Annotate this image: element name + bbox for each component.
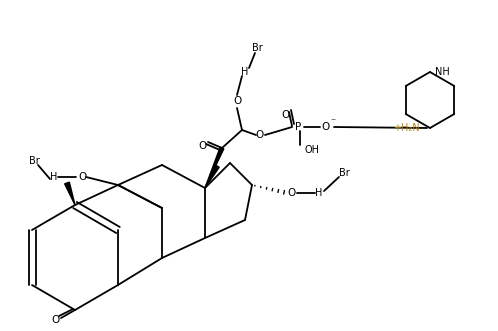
Text: O: O [288, 188, 296, 198]
Polygon shape [205, 165, 219, 188]
Text: O: O [233, 96, 241, 106]
Text: ⁻: ⁻ [331, 117, 336, 127]
Text: P: P [295, 122, 301, 132]
Text: O: O [198, 141, 206, 151]
Polygon shape [65, 182, 75, 205]
Text: O: O [322, 122, 330, 132]
Text: O: O [78, 172, 86, 182]
Text: Br: Br [28, 156, 39, 166]
Text: OH: OH [305, 145, 320, 155]
Polygon shape [205, 147, 224, 188]
Text: O: O [282, 110, 290, 120]
Text: H: H [50, 172, 58, 182]
Text: O: O [256, 130, 264, 140]
Text: Br: Br [339, 168, 350, 178]
Text: H: H [242, 67, 249, 77]
Text: +H₂N: +H₂N [393, 123, 420, 133]
Text: O: O [51, 315, 59, 325]
Text: Br: Br [251, 43, 262, 53]
Text: NH: NH [435, 67, 450, 77]
Text: H: H [315, 188, 323, 198]
